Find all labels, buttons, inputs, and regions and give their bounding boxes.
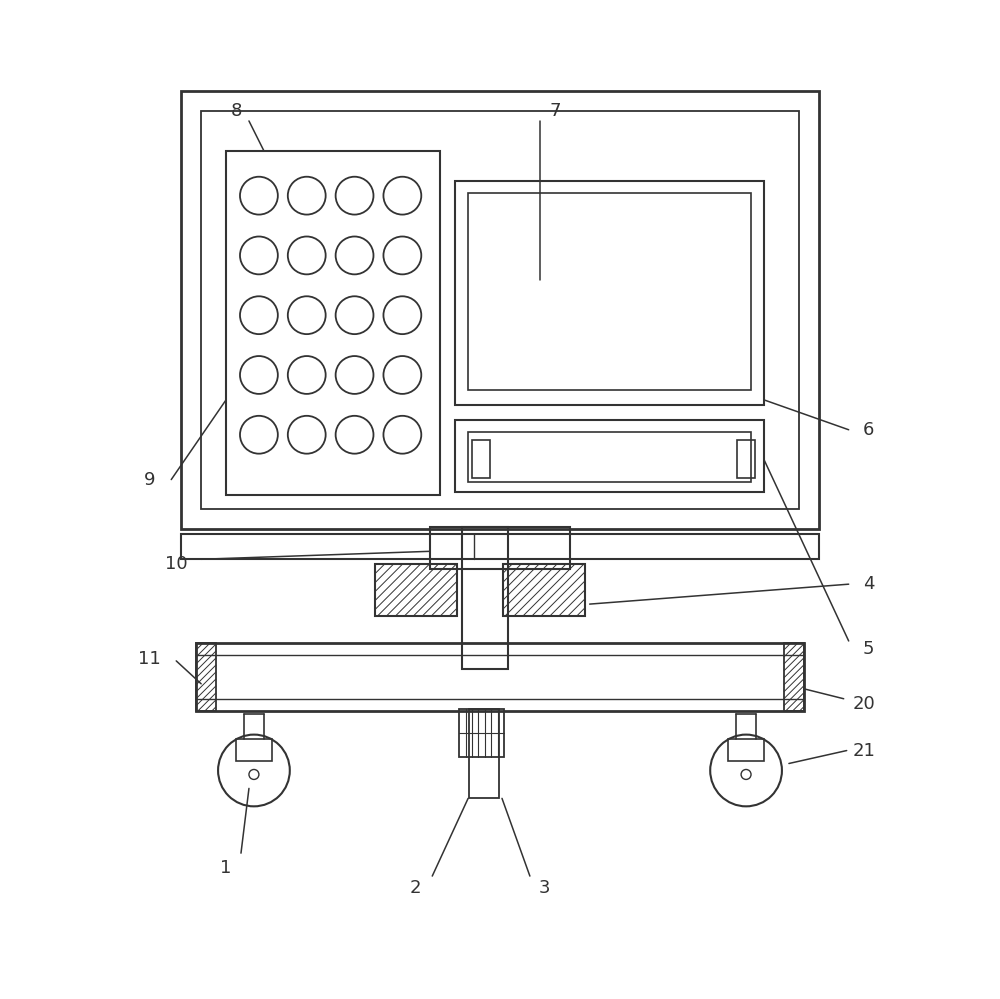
Text: 1: 1 [220,859,232,877]
Bar [784,643,804,710]
Bar [181,534,819,559]
Bar [468,193,751,390]
Bar [737,440,755,478]
Text: 20: 20 [852,694,875,712]
Bar [462,527,508,669]
Text: 4: 4 [863,575,874,593]
Text: 2: 2 [410,879,421,897]
Bar [196,643,804,710]
Bar [472,440,490,478]
Bar [226,151,440,495]
Bar [196,643,216,710]
Bar [503,564,585,616]
Bar [236,738,272,760]
Bar [459,708,504,756]
Bar [455,181,764,405]
Bar [181,91,819,529]
Bar [430,527,570,569]
Text: 6: 6 [863,421,874,439]
Text: 8: 8 [230,102,242,120]
Bar [468,432,751,482]
Bar [201,111,799,509]
Bar [728,738,764,760]
Bar [375,564,457,616]
Text: 10: 10 [165,555,188,573]
Bar [469,708,499,798]
Bar [455,420,764,492]
Text: 7: 7 [549,102,561,120]
Text: 3: 3 [539,879,551,897]
Text: 11: 11 [138,650,161,668]
Text: 5: 5 [863,640,874,658]
Text: 21: 21 [852,741,875,759]
Text: 9: 9 [144,471,155,489]
